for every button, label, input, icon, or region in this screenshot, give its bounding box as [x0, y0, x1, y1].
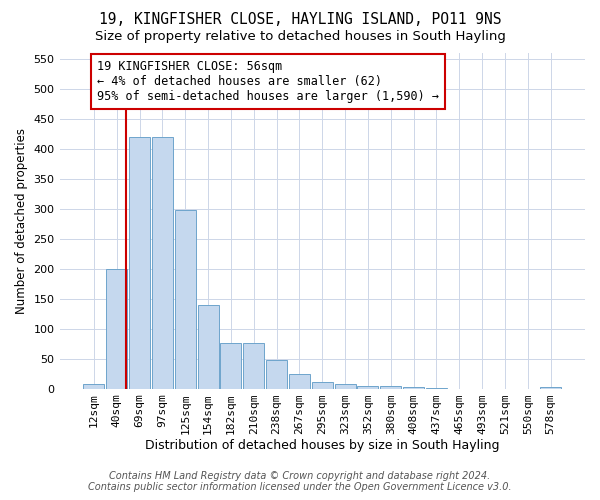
Bar — [540, 387, 561, 388]
Bar — [83, 384, 104, 388]
Bar — [289, 374, 310, 388]
X-axis label: Distribution of detached houses by size in South Hayling: Distribution of detached houses by size … — [145, 440, 500, 452]
Text: 19 KINGFISHER CLOSE: 56sqm
← 4% of detached houses are smaller (62)
95% of semi-: 19 KINGFISHER CLOSE: 56sqm ← 4% of detac… — [97, 60, 439, 102]
Bar — [106, 268, 127, 388]
Text: Contains HM Land Registry data © Crown copyright and database right 2024.
Contai: Contains HM Land Registry data © Crown c… — [88, 471, 512, 492]
Bar — [266, 360, 287, 388]
Bar — [243, 343, 264, 388]
Text: Size of property relative to detached houses in South Hayling: Size of property relative to detached ho… — [95, 30, 505, 43]
Bar — [175, 210, 196, 388]
Text: 19, KINGFISHER CLOSE, HAYLING ISLAND, PO11 9NS: 19, KINGFISHER CLOSE, HAYLING ISLAND, PO… — [99, 12, 501, 28]
Bar — [220, 343, 241, 388]
Bar — [129, 136, 150, 388]
Bar — [152, 136, 173, 388]
Y-axis label: Number of detached properties: Number of detached properties — [15, 128, 28, 314]
Bar — [335, 384, 356, 388]
Bar — [380, 386, 401, 388]
Bar — [312, 382, 333, 388]
Bar — [403, 387, 424, 388]
Bar — [358, 386, 379, 388]
Bar — [197, 304, 218, 388]
